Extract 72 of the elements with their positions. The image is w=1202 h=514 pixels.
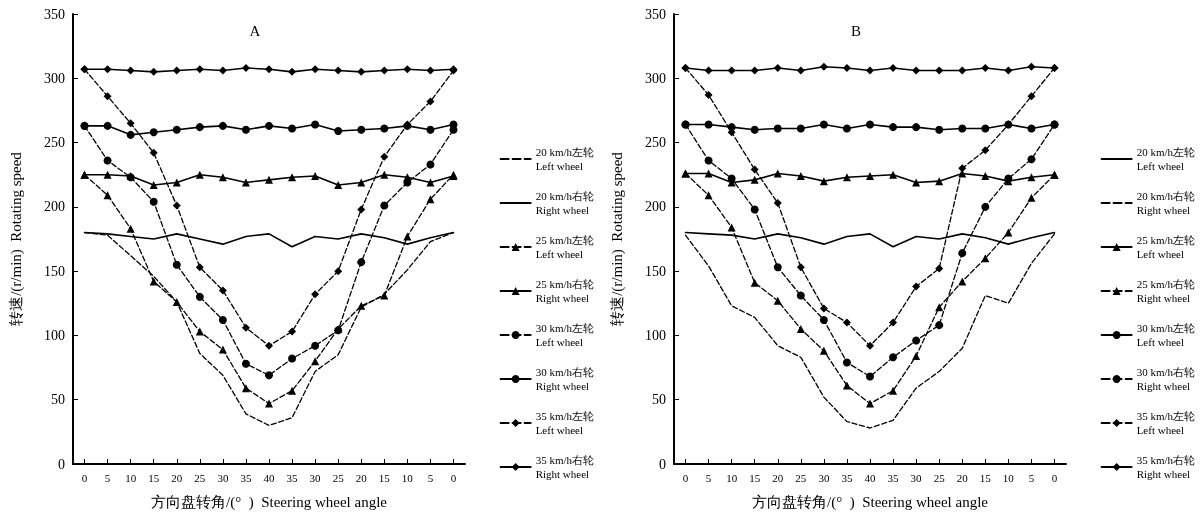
y-tick-label: 250: [645, 135, 666, 151]
legend-label: 20 km/h右轮 Right wheel: [535, 190, 595, 216]
y-tick-label: 250: [44, 135, 65, 151]
y-tick-label: 350: [645, 6, 666, 22]
x-tick-label: 35: [240, 471, 252, 484]
x-tick-label: 20: [171, 471, 183, 484]
x-tick-label: 25: [933, 471, 946, 484]
x-tick-label: 30: [309, 471, 322, 484]
x-tick-label: 15: [148, 471, 160, 484]
y-tick-label: 300: [44, 70, 65, 86]
legend-label: 20 km/h右轮 Right wheel: [1136, 190, 1196, 216]
y-axis-title: 转速/(r/min) Rotating speed: [7, 151, 25, 326]
x-tick-label: 10: [125, 471, 137, 484]
y-axis-title: 转速/(r/min) Rotating speed: [608, 151, 626, 326]
x-axis-title: 方向盘转角/(° ) Steering wheel angle: [752, 493, 989, 511]
legend-label: 20 km/h左轮 Left wheel: [535, 146, 595, 172]
y-tick-label: 200: [44, 199, 65, 215]
x-tick-label: 35: [841, 471, 853, 484]
x-tick-label: 15: [979, 471, 992, 484]
x-tick-label: 30: [217, 471, 229, 484]
x-tick-label: 25: [332, 471, 345, 484]
x-tick-label: 25: [194, 471, 206, 484]
y-tick-label: 0: [659, 456, 666, 472]
x-tick-label: 25: [795, 471, 807, 484]
x-tick-label: 10: [726, 471, 738, 484]
legend-label: 35 km/h左轮 Left wheel: [1136, 410, 1196, 436]
y-tick-label: 150: [645, 263, 666, 279]
legend-label: 35 km/h右轮 Right wheel: [1136, 454, 1196, 480]
x-tick-label: 5: [104, 471, 111, 484]
y-tick-label: 350: [44, 6, 65, 22]
x-tick-label: 20: [956, 471, 969, 484]
legend-label: 30 km/h左轮 Left wheel: [1136, 322, 1196, 348]
x-tick-label: 5: [705, 471, 712, 484]
x-tick-label: 35: [887, 471, 900, 484]
x-tick-label: 30: [910, 471, 923, 484]
x-tick-label: 0: [450, 471, 457, 484]
legend-label: 20 km/h左轮 Left wheel: [1136, 146, 1196, 172]
x-tick-label: 5: [427, 471, 434, 484]
legend-label: 25 km/h右轮 Right wheel: [1136, 278, 1196, 304]
x-tick-label: 15: [749, 471, 761, 484]
y-tick-label: 150: [44, 263, 65, 279]
x-tick-label: 30: [818, 471, 830, 484]
legend-label: 30 km/h右轮 Right wheel: [535, 366, 595, 392]
x-tick-label: 20: [355, 471, 368, 484]
x-tick-label: 5: [1028, 471, 1035, 484]
x-tick-label: 10: [401, 471, 414, 484]
y-tick-label: 50: [51, 392, 65, 408]
legend-label: 25 km/h左轮 Left wheel: [1136, 234, 1196, 260]
legend-label: 35 km/h左轮 Left wheel: [535, 410, 595, 436]
legend-label: 30 km/h右轮 Right wheel: [1136, 366, 1196, 392]
legend-label: 30 km/h左轮 Left wheel: [535, 322, 595, 348]
y-tick-label: 300: [645, 70, 666, 86]
x-tick-label: 35: [286, 471, 299, 484]
x-tick-label: 0: [1051, 471, 1058, 484]
legend-label: 35 km/h右轮 Right wheel: [535, 454, 595, 480]
x-axis-title: 方向盘转角/(° ) Steering wheel angle: [151, 493, 388, 511]
x-tick-label: 0: [682, 471, 689, 484]
y-tick-label: 0: [58, 456, 65, 472]
text: A: [249, 22, 261, 39]
y-tick-label: 200: [645, 199, 666, 215]
legend-label: 25 km/h右轮 Right wheel: [535, 278, 595, 304]
text: B: [850, 22, 862, 39]
x-tick-label: 10: [1002, 471, 1015, 484]
x-tick-label: 40: [263, 471, 275, 484]
x-tick-label: 15: [378, 471, 391, 484]
y-tick-label: 100: [645, 327, 666, 343]
x-tick-label: 20: [772, 471, 784, 484]
y-tick-label: 50: [652, 392, 666, 408]
x-tick-label: 40: [864, 471, 876, 484]
y-tick-label: 100: [44, 327, 65, 343]
x-tick-label: 0: [81, 471, 88, 484]
legend-label: 25 km/h左轮 Left wheel: [535, 234, 595, 260]
